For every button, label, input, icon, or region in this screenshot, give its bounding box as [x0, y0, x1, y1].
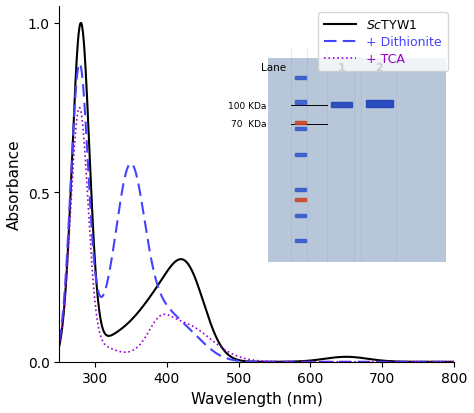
- Y-axis label: Absorbance: Absorbance: [7, 139, 22, 230]
- Legend: $\it{Sc}$TYW1, + Dithionite, + TCA: $\it{Sc}$TYW1, + Dithionite, + TCA: [318, 13, 447, 72]
- X-axis label: Wavelength (nm): Wavelength (nm): [191, 391, 322, 406]
